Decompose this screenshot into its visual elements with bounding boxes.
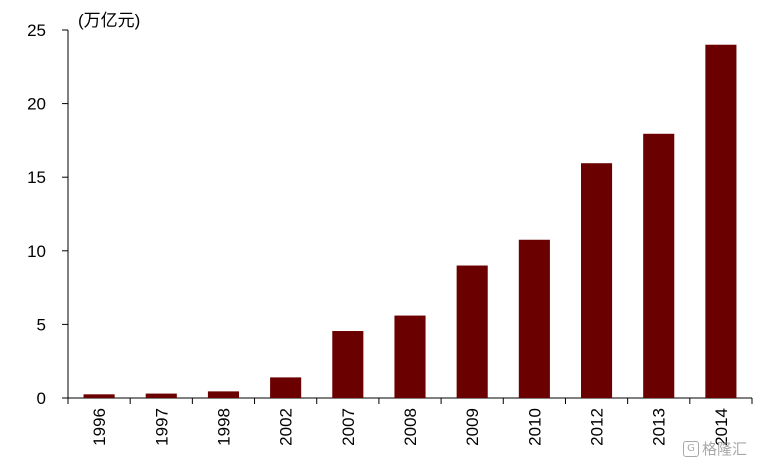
y-axis: 0 5 10 15 20 25	[27, 21, 69, 408]
x-tick-label: 2010	[525, 408, 544, 446]
y-tick-label: 0	[37, 389, 46, 408]
bar-2012	[581, 163, 613, 398]
bar-2008	[394, 315, 426, 398]
x-tick-label: 2013	[650, 408, 669, 446]
bar-2009	[456, 265, 488, 398]
x-tick-label: 1997	[152, 408, 171, 446]
bar-2013	[643, 133, 675, 398]
bar-2010	[518, 239, 550, 398]
y-tick-label: 20	[27, 95, 46, 114]
bar-2002	[270, 377, 302, 398]
x-tick-label: 1996	[90, 408, 109, 446]
x-axis	[67, 397, 753, 404]
bar-1996	[83, 394, 115, 398]
y-tick-label: 5	[37, 315, 46, 334]
bar-1998	[207, 391, 239, 398]
bar-1997	[145, 393, 177, 398]
x-tick-label: 2009	[463, 408, 482, 446]
bar-2007	[332, 331, 364, 398]
x-tick-label: 1998	[214, 408, 233, 446]
watermark-text: 格隆汇	[701, 440, 747, 458]
watermark: G 格隆汇	[682, 438, 747, 459]
unit-label: (万亿元)	[78, 11, 140, 30]
y-tick-label: 10	[27, 242, 46, 261]
x-tick-labels: 1996 1997 1998 2002 2007 2008 2009 2010 2012 2013…	[90, 408, 731, 446]
y-tick-label: 15	[27, 168, 46, 187]
watermark-logo-icon: G	[682, 440, 699, 457]
y-tick-label: 25	[27, 21, 46, 40]
bars	[83, 44, 737, 398]
bar-2014	[705, 44, 737, 398]
x-tick-label: 2012	[588, 408, 607, 446]
x-tick-label: 2002	[277, 408, 296, 446]
x-tick-label: 2008	[401, 408, 420, 446]
x-tick-label: 2007	[339, 408, 358, 446]
x-tick-label: 2014	[712, 408, 731, 446]
